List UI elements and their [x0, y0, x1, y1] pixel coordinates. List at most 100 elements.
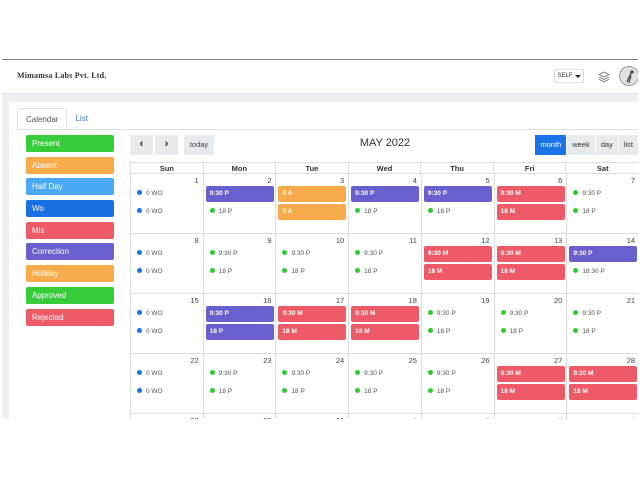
day-cell[interactable]: 5 9:30 P 18 P: [422, 174, 495, 233]
attendance-event[interactable]: 9:30 P: [424, 306, 492, 322]
layers-icon[interactable]: [598, 71, 610, 83]
attendance-event[interactable]: 0 WO: [133, 186, 201, 202]
day-cell[interactable]: 17 9:30 M 18 M: [276, 294, 350, 353]
attendance-event[interactable]: 18 M: [496, 384, 565, 400]
attendance-event[interactable]: 9:30 P: [569, 186, 637, 202]
day-cell[interactable]: 7 9:30 P 18 P: [567, 174, 638, 233]
day-number[interactable]: 22: [190, 356, 199, 365]
attendance-event[interactable]: 9:30 M: [423, 246, 492, 262]
day-number[interactable]: 13: [553, 236, 563, 245]
attendance-event[interactable]: 18 P: [351, 204, 419, 220]
attendance-event[interactable]: 9:30 P: [351, 366, 419, 382]
attendance-event[interactable]: 9:30 P: [278, 246, 346, 262]
day-number[interactable]: 4: [412, 176, 417, 185]
attendance-event[interactable]: 0 WO: [133, 264, 201, 280]
attendance-event[interactable]: 9:30 P: [424, 366, 492, 382]
day-number[interactable]: 8: [194, 236, 199, 245]
day-number[interactable]: 1: [413, 416, 417, 419]
day-number[interactable]: 5: [485, 176, 490, 185]
attendance-event[interactable]: 18 M: [496, 204, 565, 220]
attendance-event[interactable]: 9:30 P: [423, 186, 492, 202]
attendance-event[interactable]: 18 P: [206, 204, 274, 220]
day-cell[interactable]: 14 9:30 P 18:30 P: [567, 234, 638, 293]
day-number[interactable]: 7: [630, 176, 636, 185]
attendance-event[interactable]: 18 P: [351, 264, 419, 280]
day-number[interactable]: 23: [263, 356, 272, 365]
attendance-event[interactable]: 18 P: [424, 324, 492, 340]
attendance-event[interactable]: 18 P: [424, 204, 492, 220]
day-number[interactable]: 30: [263, 416, 271, 419]
day-cell[interactable]: 1: [349, 414, 422, 419]
attendance-event[interactable]: 9:30 P: [351, 186, 420, 202]
attendance-event[interactable]: 18 M: [423, 264, 492, 280]
day-number[interactable]: 28: [626, 356, 636, 365]
day-number[interactable]: 14: [626, 236, 636, 245]
prev-month-button[interactable]: ‹: [130, 135, 153, 155]
day-number[interactable]: 10: [335, 236, 345, 245]
day-number[interactable]: 17: [335, 296, 345, 305]
view-month-button[interactable]: month: [534, 135, 567, 155]
day-number[interactable]: 6: [558, 176, 563, 185]
view-list-button[interactable]: list: [617, 135, 638, 155]
day-number[interactable]: 31: [336, 416, 344, 419]
attendance-event[interactable]: 0 WO: [133, 324, 201, 340]
user-avatar[interactable]: [619, 66, 638, 86]
day-cell[interactable]: 25 9:30 P 18 P: [349, 354, 422, 413]
attendance-event[interactable]: 18 M: [569, 384, 638, 400]
attendance-event[interactable]: 9:30 P: [351, 246, 419, 262]
attendance-event[interactable]: 0 WO: [133, 306, 201, 322]
today-button[interactable]: today: [184, 135, 214, 155]
day-number[interactable]: 20: [553, 296, 563, 305]
day-cell[interactable]: 26 9:30 P 18 P: [422, 354, 495, 413]
attendance-event[interactable]: 0 A: [278, 204, 347, 220]
day-number[interactable]: 26: [481, 356, 490, 365]
day-number[interactable]: 1: [194, 176, 199, 185]
view-day-button[interactable]: day: [594, 135, 618, 155]
day-number[interactable]: 2: [267, 176, 272, 185]
attendance-event[interactable]: 9:30 M: [351, 306, 420, 322]
day-number[interactable]: 9: [267, 236, 272, 245]
day-number[interactable]: 11: [409, 236, 417, 245]
day-cell[interactable]: 2 9:30 P 18 P: [204, 174, 277, 233]
day-cell[interactable]: 15 0 WO 0 WO: [131, 294, 204, 353]
day-cell[interactable]: 11 9:30 P 18 P: [349, 234, 422, 293]
day-cell[interactable]: 18 9:30 M 18 M: [349, 294, 422, 353]
day-cell[interactable]: 13 9:30 M 18 M: [495, 234, 568, 293]
attendance-event[interactable]: 18 P: [278, 384, 346, 400]
attendance-event[interactable]: 18 P: [205, 324, 274, 340]
attendance-event[interactable]: 18 P: [206, 384, 274, 400]
day-cell[interactable]: 22 0 WO 0 WO: [131, 354, 204, 413]
day-cell[interactable]: 31: [276, 414, 350, 419]
attendance-event[interactable]: 18 P: [278, 264, 346, 280]
attendance-event[interactable]: 0 WO: [133, 246, 201, 262]
day-number[interactable]: 18: [408, 296, 417, 305]
attendance-event[interactable]: 9:30 P: [205, 186, 274, 202]
day-cell[interactable]: 4: [567, 414, 638, 419]
day-cell[interactable]: 2: [422, 414, 495, 419]
day-number[interactable]: 24: [335, 356, 345, 365]
attendance-event[interactable]: 18 P: [424, 384, 492, 400]
day-cell[interactable]: 3: [495, 414, 568, 419]
attendance-event[interactable]: 9:30 M: [569, 366, 638, 382]
attendance-event[interactable]: 9:30 P: [206, 246, 274, 262]
day-cell[interactable]: 28 9:30 M 18 M: [567, 354, 638, 413]
attendance-event[interactable]: 18 P: [569, 204, 637, 220]
day-cell[interactable]: 23 9:30 P 18 P: [204, 354, 277, 413]
attendance-event[interactable]: 0 WO: [133, 384, 201, 400]
attendance-event[interactable]: 18 P: [351, 384, 419, 400]
attendance-event[interactable]: 9:30 M: [496, 246, 565, 262]
attendance-event[interactable]: 9:30 P: [497, 306, 565, 322]
day-cell[interactable]: 4 9:30 P 18 P: [349, 174, 422, 233]
day-number[interactable]: 3: [558, 416, 562, 419]
attendance-event[interactable]: 9:30 P: [205, 306, 274, 322]
attendance-event[interactable]: 9:30 P: [569, 246, 638, 262]
day-number[interactable]: 21: [626, 296, 636, 305]
day-number[interactable]: 4: [631, 416, 635, 419]
day-number[interactable]: 2: [485, 416, 489, 419]
attendance-event[interactable]: 9:30 M: [496, 186, 565, 202]
day-number[interactable]: 3: [339, 176, 345, 185]
day-number[interactable]: 29: [190, 416, 198, 419]
